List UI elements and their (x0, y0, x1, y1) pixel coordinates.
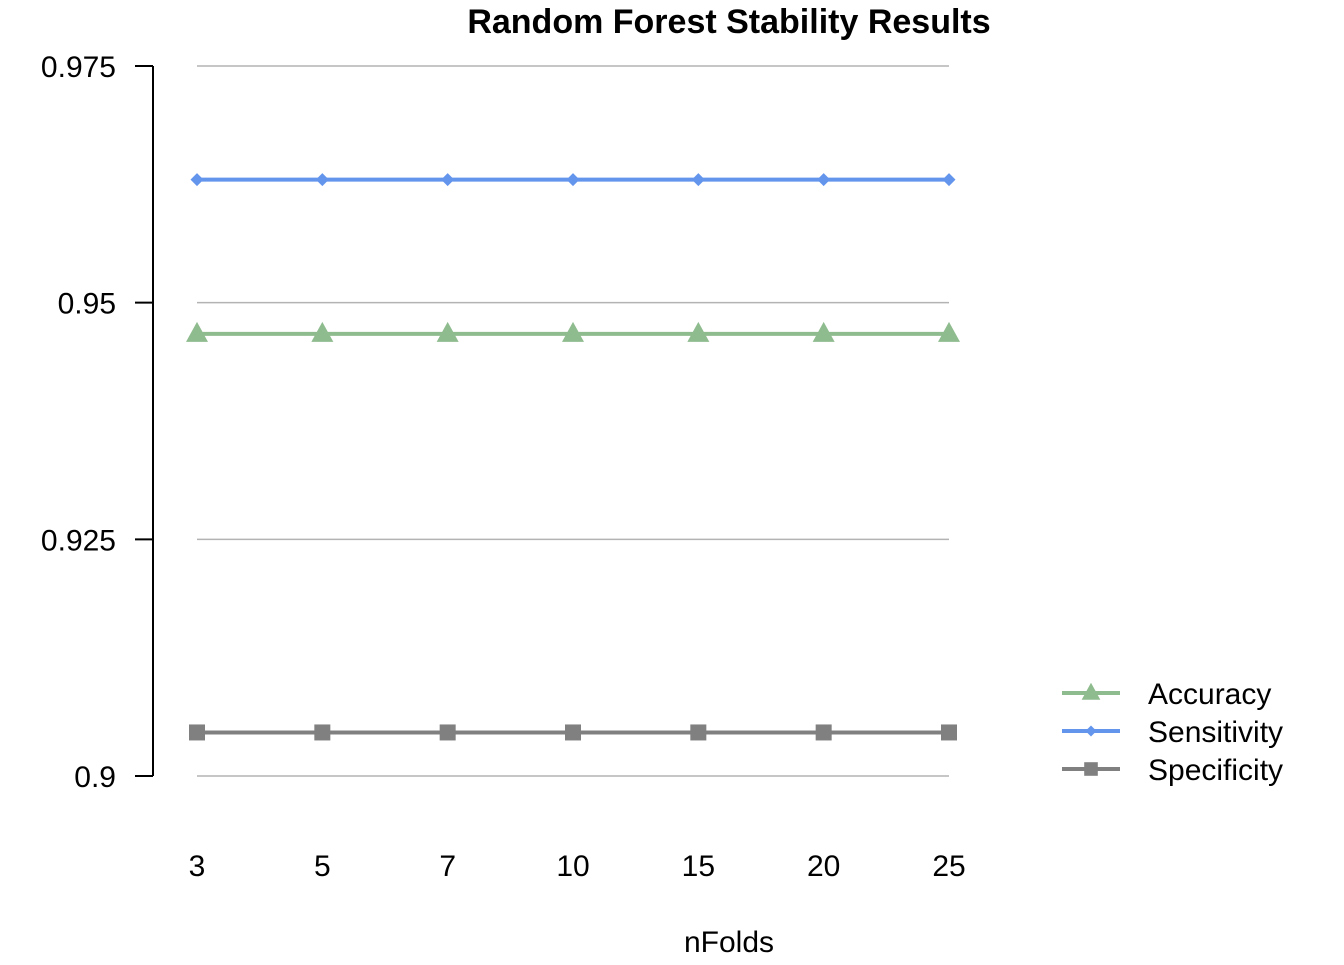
legend-marker (1085, 725, 1097, 737)
series-lines (186, 173, 960, 741)
y-tick-label: 0.9 (74, 761, 116, 794)
data-point-accuracy (562, 321, 584, 342)
data-point-sensitivity (691, 173, 705, 187)
data-point-sensitivity (190, 173, 204, 187)
y-tick-label: 0.95 (58, 288, 116, 321)
data-point-accuracy (687, 321, 710, 342)
legend-label: Sensitivity (1148, 716, 1283, 749)
data-point-specificity (690, 724, 707, 741)
data-point-accuracy (812, 321, 835, 342)
x-tick-label: 10 (556, 850, 589, 883)
y-tick-label: 0.925 (41, 524, 116, 557)
data-point-specificity (941, 724, 957, 741)
data-point-specificity (189, 724, 205, 741)
data-point-specificity (439, 724, 456, 741)
data-point-specificity (815, 724, 832, 741)
x-tick-label: 3 (189, 850, 206, 883)
legend-label: Accuracy (1148, 678, 1271, 711)
data-point-sensitivity (315, 173, 329, 187)
data-point-sensitivity (817, 173, 831, 187)
y-tick-label: 0.975 (41, 51, 116, 84)
legend-marker (1081, 682, 1101, 700)
x-tick-label: 5 (314, 850, 331, 883)
legend: Accuracy Sensitivity Specificity (1062, 678, 1283, 787)
legend-label: Specificity (1148, 754, 1283, 787)
legend-marker (1084, 762, 1098, 776)
data-point-accuracy (938, 321, 960, 342)
x-tick-label: 25 (932, 850, 965, 883)
x-tick-label: 7 (439, 850, 456, 883)
gridlines (197, 65, 949, 777)
data-point-specificity (565, 724, 581, 741)
y-axis: 0.975 0.95 0.925 0.9 (41, 51, 154, 794)
x-tick-label: 20 (807, 850, 840, 883)
data-point-sensitivity (566, 173, 580, 187)
data-point-sensitivity (441, 173, 455, 187)
x-tick-label: 15 (682, 850, 715, 883)
chart-title: Random Forest Stability Results (467, 3, 990, 41)
data-point-accuracy (436, 321, 459, 342)
x-axis-label: nFolds (684, 926, 774, 959)
data-point-accuracy (311, 321, 334, 342)
data-point-specificity (314, 724, 331, 741)
x-axis-ticks: 3 5 7 10 15 20 25 (189, 850, 966, 883)
data-point-accuracy (186, 321, 208, 342)
data-point-sensitivity (942, 173, 956, 187)
